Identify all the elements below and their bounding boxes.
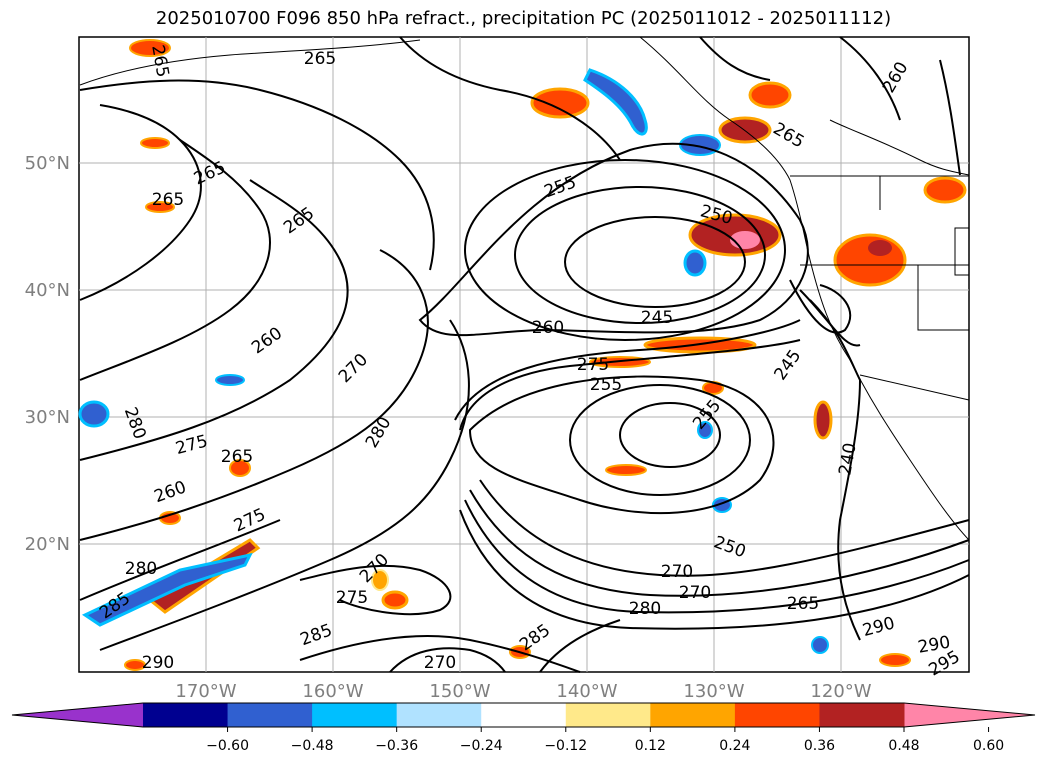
colorbar-tick-label: 0.12 (635, 738, 666, 754)
colorbar-segment (396, 703, 482, 727)
lon-label: 170°W (175, 681, 236, 702)
lon-label: 160°W (302, 681, 363, 702)
contour-label: 265 (152, 190, 184, 210)
contour-label: 280 (125, 559, 157, 579)
colorbar-tick-label: −0.12 (544, 738, 587, 754)
lat-label: 40°N (25, 280, 70, 301)
longitude-labels: 170°W 160°W 150°W 140°W 130°W 120°W (175, 681, 871, 702)
contour-label: 255 (590, 375, 622, 395)
lon-label: 130°W (683, 681, 744, 702)
colorbar-segment (819, 703, 905, 727)
colorbar-tick-label: −0.60 (206, 738, 249, 754)
lon-label: 140°W (556, 681, 617, 702)
contour-labels: 265 265 265 265 265 265 260 255 250 245 … (96, 43, 963, 680)
contour-label: 265 (221, 447, 253, 467)
colorbar-tick-label: 0.60 (973, 738, 1004, 754)
contour-label: 275 (577, 355, 609, 375)
colorbar-tick-label: −0.48 (291, 738, 334, 754)
coastlines (79, 36, 970, 541)
colorbar-tick-label: 0.48 (888, 738, 919, 754)
colorbar-segment (312, 703, 398, 727)
contour-label: 290 (142, 653, 174, 673)
colorbar: −0.60 −0.48 −0.36 −0.24 −0.12 0.12 0.24 0.36 0.4… (11, 702, 1036, 754)
colorbar-segment (481, 703, 567, 727)
contour-label: 265 (304, 49, 336, 69)
colorbar-segment (734, 703, 820, 727)
colorbar-tick-label: 0.36 (804, 738, 835, 754)
contour-label: 275 (336, 588, 368, 608)
precip-shading (78, 39, 967, 671)
colorbar-tick-label: 0.24 (719, 738, 750, 754)
colorbar-outline (11, 702, 1036, 728)
contour-label: 270 (661, 562, 693, 582)
contour-label: 270 (679, 583, 711, 603)
contour-label: 265 (787, 594, 819, 614)
lat-label: 20°N (25, 534, 70, 555)
map-title: 2025010700 F096 850 hPa refract., precip… (155, 8, 892, 29)
contour-label: 260 (532, 318, 564, 338)
lat-label: 50°N (25, 153, 70, 174)
colorbar-tick-label: −0.36 (375, 738, 418, 754)
latitude-labels: 50°N 40°N 30°N 20°N (25, 153, 70, 555)
lon-label: 120°W (810, 681, 871, 702)
colorbar-extend-high (904, 703, 1035, 727)
contour-label: 280 (629, 599, 661, 619)
lon-label: 150°W (429, 681, 490, 702)
refractivity-contours (79, 36, 970, 673)
colorbar-tick-label: −0.24 (460, 738, 503, 754)
contour-label: 270 (424, 653, 456, 673)
colorbar-segment (650, 703, 736, 727)
colorbar-segment (565, 703, 651, 727)
colorbar-extend-low (12, 703, 143, 727)
colorbar-segment (227, 703, 313, 727)
lat-label: 30°N (25, 407, 70, 428)
contour-label: 245 (641, 308, 673, 328)
colorbar-segment (143, 703, 229, 727)
